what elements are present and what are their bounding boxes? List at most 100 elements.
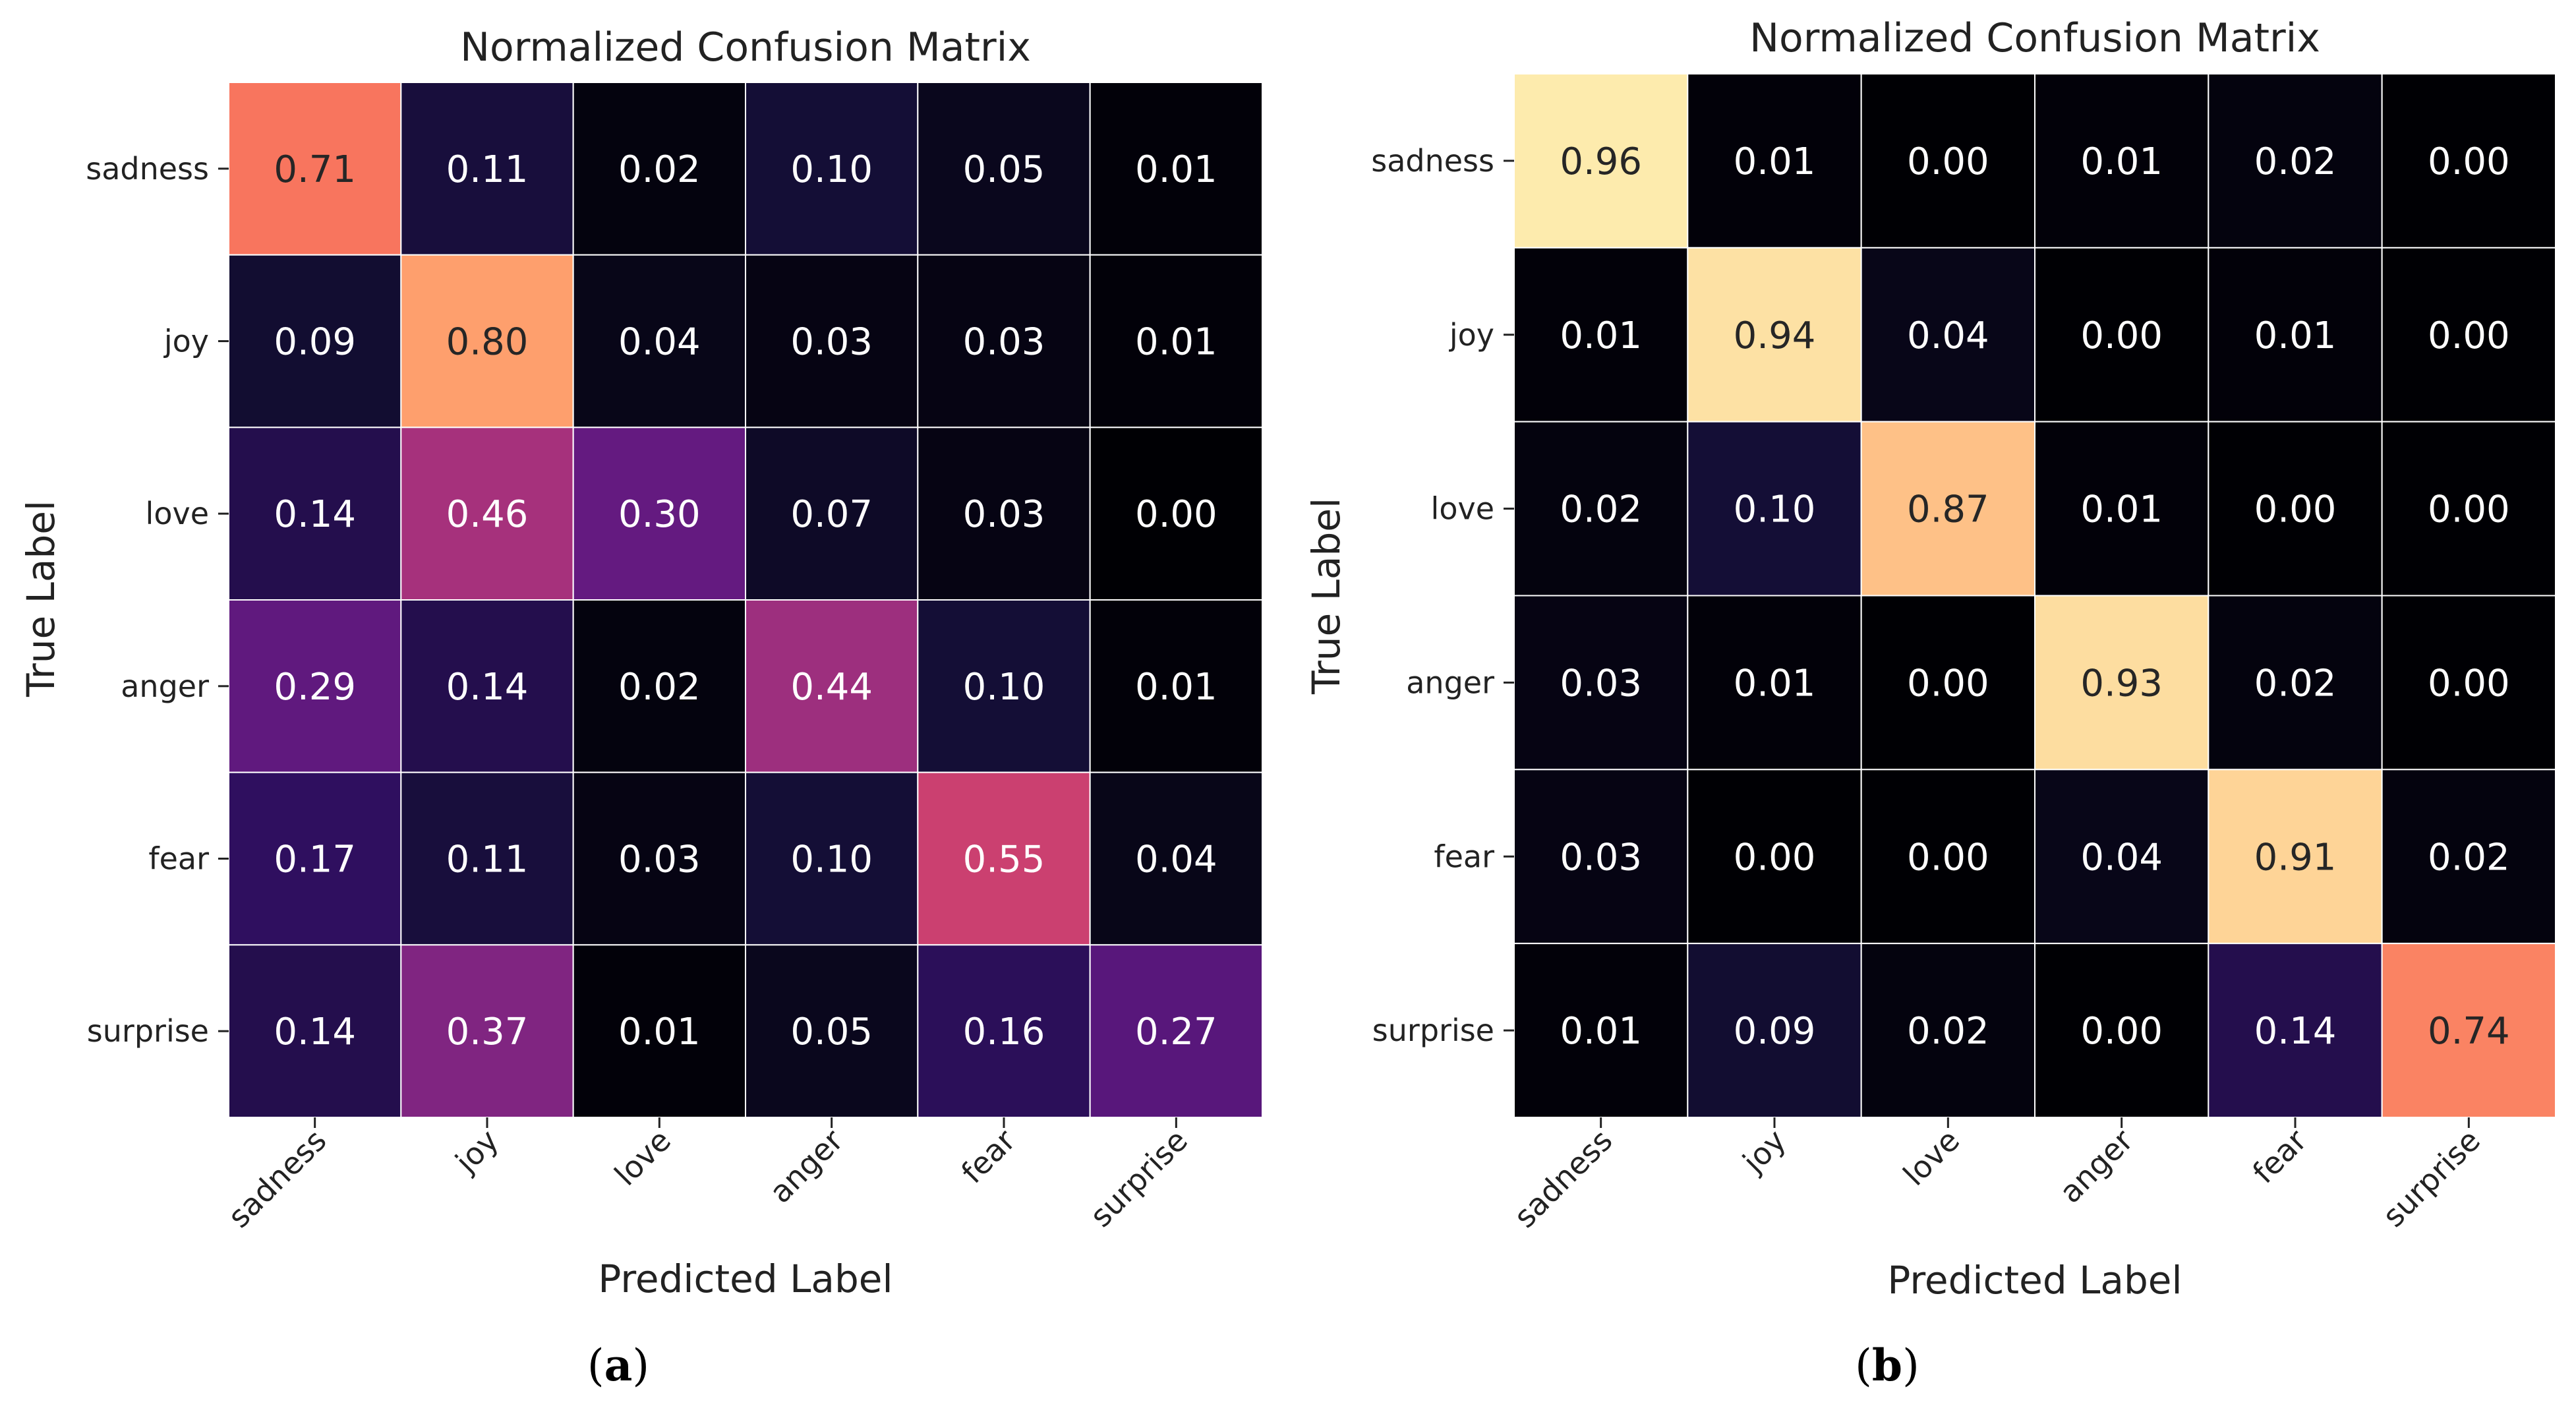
cell-value-b-r3-c2: 0.00 <box>1907 662 1989 705</box>
x-tick-label-b-4: fear <box>2246 1123 2314 1191</box>
x-tick-label-a-2: love <box>608 1123 678 1193</box>
cell-value-a-r2-c2: 0.30 <box>618 493 701 536</box>
y-tick-label-a-0: sadness <box>86 151 209 187</box>
heatmap-cell-a-r2-c5 <box>1089 427 1263 601</box>
cell-value-a-r0-c5: 0.01 <box>1135 148 1217 191</box>
heatmap-cell-b-r5-c3 <box>2034 943 2210 1118</box>
cell-value-b-r0-c0: 0.96 <box>1560 140 1642 183</box>
cell-value-a-r4-c0: 0.17 <box>274 839 356 881</box>
heatmap-cell-a-r1-c3 <box>745 254 919 428</box>
cell-value-a-r5-c0: 0.14 <box>274 1011 356 1053</box>
cell-value-b-r1-c1: 0.94 <box>1734 314 1816 357</box>
x-tick-labels-a: sadness joy love anger fear surprise <box>221 1117 1194 1235</box>
heatmap-cell-a-r2-c4 <box>917 427 1091 601</box>
cell-value-b-r5-c5: 0.74 <box>2428 1010 2510 1053</box>
heatmap-cell-b-r2-c1 <box>1687 421 1862 597</box>
heatmap-cell-b-r3-c3 <box>2034 595 2210 771</box>
x-tick-label-b-3: anger <box>2053 1123 2140 1210</box>
heatmap-cell-b-r4-c5 <box>2381 769 2557 945</box>
heatmap-cell-b-r0-c1 <box>1687 73 1862 249</box>
cell-value-a-r0-c3: 0.10 <box>790 148 873 191</box>
cell-value-a-r5-c3: 0.05 <box>790 1011 873 1053</box>
cell-value-b-r0-c4: 0.02 <box>2254 140 2337 183</box>
x-tick-label-a-1: joy <box>448 1123 506 1180</box>
heatmap-cell-b-r1-c2 <box>1860 247 2036 423</box>
heatmap-cell-b-r0-c0 <box>1513 73 1689 249</box>
confusion-matrix-panel-a: Normalized Confusion Matrix 0.71 0.11 0.02… <box>18 24 1263 1391</box>
x-tick-label-b-5: surprise <box>2376 1123 2487 1234</box>
y-axis-label-a: True Label <box>18 500 63 697</box>
cell-value-a-r4-c1: 0.11 <box>446 839 529 881</box>
heatmap-cell-b-r1-c1 <box>1687 247 1862 423</box>
cell-value-a-r0-c2: 0.02 <box>618 148 701 191</box>
cell-value-a-r4-c2: 0.03 <box>618 839 701 881</box>
y-tick-label-b-3: anger <box>1406 665 1494 700</box>
y-tick-label-b-4: fear <box>1434 839 1494 874</box>
cell-value-a-r5-c5: 0.27 <box>1135 1011 1217 1053</box>
y-axis-label-b: True Label <box>1304 498 1349 695</box>
cell-value-a-r5-c1: 0.37 <box>446 1011 529 1053</box>
cell-value-b-r0-c1: 0.01 <box>1734 140 1816 183</box>
heatmap-cell-a-r5-c0 <box>228 944 402 1119</box>
heatmap-cell-b-r5-c1 <box>1687 943 1862 1118</box>
cell-value-a-r5-c4: 0.16 <box>963 1011 1045 1053</box>
cell-value-b-r2-c2: 0.87 <box>1907 488 1989 531</box>
y-tick-label-b-2: love <box>1431 491 1494 527</box>
cell-value-a-r2-c1: 0.46 <box>446 493 529 536</box>
x-tick-label-b-2: love <box>1896 1123 1966 1193</box>
x-tick-label-b-1: joy <box>1736 1123 1793 1180</box>
cell-value-b-r2-c0: 0.02 <box>1560 488 1642 531</box>
cell-value-b-r1-c2: 0.04 <box>1907 314 1989 357</box>
cell-value-a-r3-c1: 0.14 <box>446 666 529 709</box>
heatmap-cell-a-r4-c2 <box>572 771 747 946</box>
y-tick-label-a-4: fear <box>148 841 209 877</box>
y-tick-label-b-1: joy <box>1449 317 1494 353</box>
cell-value-b-r4-c3: 0.04 <box>2080 836 2163 879</box>
heatmap-cell-a-r4-c3 <box>745 771 919 946</box>
x-axis-label-a: Predicted Label <box>598 1256 893 1301</box>
heatmap-cell-b-r3-c4 <box>2208 595 2383 771</box>
heatmap-cells-a: 0.71 0.11 0.02 0.10 0.05 0.01 0.09 0.80 0.04 0.03… <box>228 82 1263 1119</box>
cell-value-a-r2-c3: 0.07 <box>790 493 873 536</box>
heatmap-cell-a-r0-c0 <box>228 82 402 256</box>
heatmap-cell-a-r1-c1 <box>400 254 574 428</box>
cell-value-a-r1-c4: 0.03 <box>963 321 1045 364</box>
heatmap-cell-b-r5-c0 <box>1513 943 1689 1118</box>
heatmap-cell-a-r3-c4 <box>917 599 1091 773</box>
cell-value-a-r3-c3: 0.44 <box>790 666 873 709</box>
heatmap-cell-b-r3-c2 <box>1860 595 2036 771</box>
cell-value-a-r1-c3: 0.03 <box>790 321 873 364</box>
cell-value-a-r2-c0: 0.14 <box>274 493 356 536</box>
heatmap-cell-a-r1-c5 <box>1089 254 1263 428</box>
cell-value-a-r0-c0: 0.71 <box>274 148 356 191</box>
cell-value-a-r0-c1: 0.11 <box>446 148 529 191</box>
cell-value-a-r5-c2: 0.01 <box>618 1011 701 1053</box>
heatmap-cell-b-r3-c5 <box>2381 595 2557 771</box>
cell-value-b-r2-c5: 0.00 <box>2428 488 2510 531</box>
x-tick-label-a-4: fear <box>954 1123 1022 1191</box>
cell-value-b-r4-c2: 0.00 <box>1907 836 1989 879</box>
cell-value-b-r3-c4: 0.02 <box>2254 662 2337 705</box>
x-tick-labels-b: sadness joy love anger fear surprise <box>1507 1117 2487 1235</box>
cell-value-b-r1-c3: 0.00 <box>2080 314 2163 357</box>
cell-value-b-r2-c4: 0.00 <box>2254 488 2337 531</box>
y-tick-label-b-0: sadness <box>1371 143 1494 179</box>
cell-value-b-r3-c0: 0.03 <box>1560 662 1642 705</box>
heatmap-cell-b-r0-c2 <box>1860 73 2036 249</box>
heatmap-cell-b-r5-c5 <box>2381 943 2557 1118</box>
y-tick-label-a-2: love <box>146 496 209 531</box>
heatmap-cell-b-r0-c4 <box>2208 73 2383 249</box>
heatmap-cell-a-r0-c2 <box>572 82 747 256</box>
heatmap-cell-a-r0-c5 <box>1089 82 1263 256</box>
cell-value-b-r5-c3: 0.00 <box>2080 1010 2163 1053</box>
cell-value-a-r2-c5: 0.00 <box>1135 493 1217 536</box>
cell-value-a-r1-c5: 0.01 <box>1135 321 1217 364</box>
y-tick-label-a-1: joy <box>163 324 209 359</box>
cell-value-b-r3-c1: 0.01 <box>1734 662 1816 705</box>
cell-value-b-r5-c2: 0.02 <box>1907 1010 1989 1053</box>
cell-value-a-r3-c4: 0.10 <box>963 666 1045 709</box>
cell-value-b-r1-c4: 0.01 <box>2254 314 2337 357</box>
cell-value-b-r2-c3: 0.01 <box>2080 488 2163 531</box>
heatmap-cell-a-r3-c2 <box>572 599 747 773</box>
